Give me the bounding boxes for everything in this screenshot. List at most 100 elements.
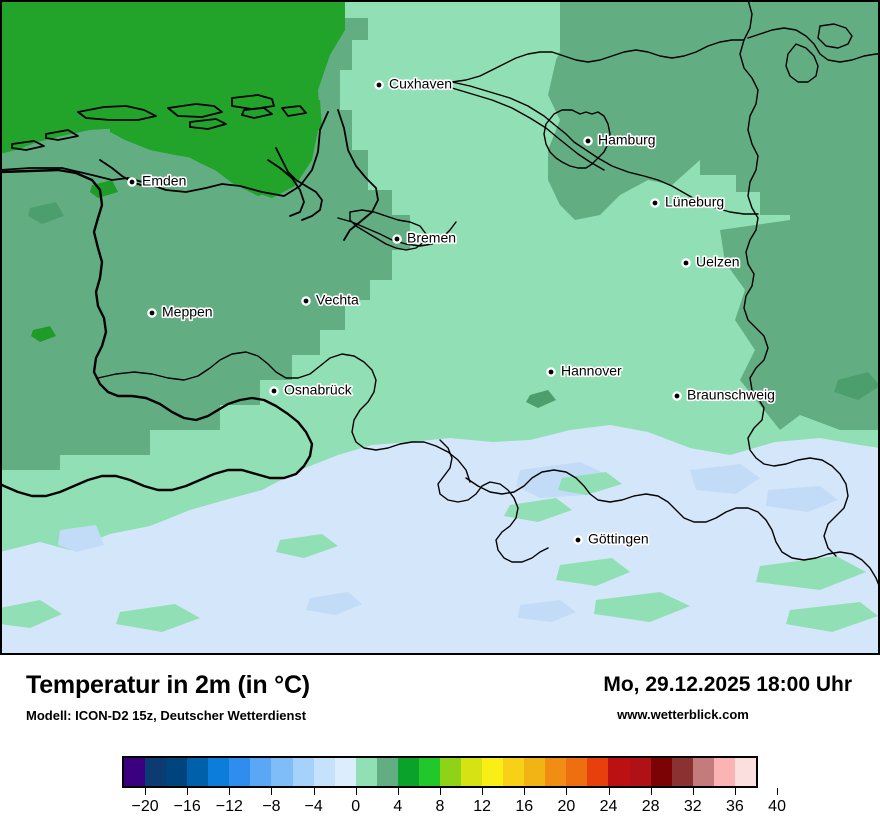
temp-field-green-island-g <box>146 458 212 482</box>
colorbar-swatch-2 <box>166 758 188 786</box>
city-marker-uelzen[interactable]: Uelzen <box>681 252 741 271</box>
datetime-block: Mo, 29.12.2025 18:00 Uhr www.wetterblick… <box>532 673 852 722</box>
temp-field-green-island-c <box>756 556 866 590</box>
city-marker-lueneburg[interactable]: Lüneburg <box>650 192 726 211</box>
city-marker-meppen[interactable]: Meppen <box>147 302 214 321</box>
colorbar-tick-12 <box>650 788 652 795</box>
colorbar-swatch-0 <box>124 758 146 786</box>
colorbar-swatch-24 <box>629 758 651 786</box>
city-label-osnabrueck: Osnabrück <box>284 382 353 398</box>
title-block: Temperatur in 2m (in °C) Modell: ICON-D2… <box>26 671 310 723</box>
border-schleswig-holstein <box>451 39 745 83</box>
border-hamburg-city <box>543 109 611 169</box>
temp-field-green-island-h <box>276 534 338 558</box>
city-label-lueneburg: Lüneburg <box>665 194 724 210</box>
colorbar-label-1: −16 <box>173 798 201 815</box>
temp-speckle-d <box>31 326 56 342</box>
coastline-island-7 <box>45 129 79 141</box>
temp-field-medium-green-hamburg <box>548 10 720 220</box>
colorbar-tick-1 <box>187 788 189 795</box>
colorbar-tick-3 <box>271 788 273 795</box>
colorbar-swatch-11 <box>355 758 377 786</box>
colorbar-tick-4 <box>313 788 315 795</box>
city-label-hannover: Hannover <box>561 363 622 379</box>
temp-field-pale-blue-patch-a <box>58 525 104 552</box>
colorbar-swatch-22 <box>587 758 609 786</box>
city-marker-osnabrueck[interactable]: Osnabrück <box>269 380 354 399</box>
colorbar-label-3: −8 <box>262 798 281 815</box>
city-markers-layer[interactable]: Cuxhaven Hamburg Emden Lüneburg <box>127 74 777 548</box>
map-canvas[interactable]: Cuxhaven Hamburg Emden Lüneburg <box>0 0 880 655</box>
website-credit: www.wetterblick.com <box>617 707 749 722</box>
city-marker-hamburg[interactable]: Hamburg <box>583 130 657 149</box>
colorbar-swatch-9 <box>313 758 335 786</box>
colorbar-label-4: −4 <box>304 798 323 815</box>
colorbar-label-15: 40 <box>768 798 786 815</box>
colorbar-tick-8 <box>482 788 484 795</box>
colorbar-swatch-8 <box>292 758 314 786</box>
colorbar-tick-5 <box>355 788 357 795</box>
temperature-map[interactable]: Cuxhaven Hamburg Emden Lüneburg <box>0 0 880 655</box>
river-weser <box>337 217 457 247</box>
colorbar-swatch-3 <box>187 758 209 786</box>
colorbar-swatch-4 <box>208 758 230 786</box>
temp-field-pale-blue-patch-c <box>690 464 760 494</box>
colorbar-label-14: 36 <box>726 798 744 815</box>
river-elbe-south-bank <box>451 87 605 171</box>
colorbar-tick-labels: −20 −16 −12 −8 −4 0 4 8 12 16 20 24 28 32 36 40 <box>122 798 785 820</box>
colorbar-swatches[interactable] <box>122 756 758 788</box>
colorbar-tick-10 <box>566 788 568 795</box>
city-marker-goettingen[interactable]: Göttingen <box>573 529 650 548</box>
temperature-colorbar[interactable]: −20 −16 −12 −8 −4 0 4 8 12 16 20 24 28 32 36 40 <box>122 756 786 820</box>
temp-field-green-island-f <box>558 472 622 495</box>
city-label-meppen: Meppen <box>162 304 213 320</box>
colorbar-tick-7 <box>440 788 441 795</box>
colorbar-swatch-18 <box>503 758 525 786</box>
river-elbe <box>451 81 759 215</box>
colorbar-label-13: 32 <box>683 798 702 815</box>
city-label-emden: Emden <box>142 173 186 189</box>
coastline-island-3 <box>231 94 275 110</box>
border-harz-region <box>437 439 549 563</box>
city-label-hamburg: Hamburg <box>598 132 656 148</box>
colorbar-tick-2 <box>229 788 231 795</box>
colorbar-swatch-15 <box>439 758 461 786</box>
colorbar-swatch-7 <box>271 758 293 786</box>
border-niedersachsen-hessen <box>465 469 880 589</box>
city-marker-emden[interactable]: Emden <box>127 171 188 190</box>
colorbar-label-2: −12 <box>215 798 243 815</box>
colorbar-swatch-12 <box>376 758 398 786</box>
coastline-island-5 <box>241 107 273 119</box>
colorbar-swatch-13 <box>397 758 419 786</box>
temp-field-green-island-b <box>594 592 690 622</box>
city-marker-braunschweig[interactable]: Braunschweig <box>672 385 777 404</box>
colorbar-tick-0 <box>145 788 147 795</box>
colorbar-label-0: −20 <box>131 798 159 815</box>
colorbar-label-11: 24 <box>599 798 618 815</box>
city-marker-cuxhaven[interactable]: Cuxhaven <box>374 74 454 93</box>
colorbar-tick-9 <box>524 788 526 795</box>
city-marker-vechta[interactable]: Vechta <box>301 290 361 309</box>
temp-field-green-island-e <box>504 498 572 522</box>
coastline-island-2 <box>167 103 223 118</box>
temp-field-pale-blue-patch-f <box>766 486 838 512</box>
colorbar-tick-13 <box>692 788 694 795</box>
temp-field-green-island-a <box>556 558 630 586</box>
temp-speckle-b <box>526 390 556 408</box>
colorbar-label-9: 16 <box>515 798 534 815</box>
coastline-island-6 <box>11 140 45 151</box>
forecast-timestamp: Mo, 29.12.2025 18:00 Uhr <box>603 673 852 696</box>
colorbar-swatch-20 <box>545 758 567 786</box>
colorbar-swatch-27 <box>692 758 714 786</box>
model-subtitle: Modell: ICON-D2 15z, Deutscher Wetterdie… <box>26 708 307 723</box>
colorbar-tick-6 <box>397 788 399 795</box>
temp-field-pale-blue-patch-d <box>518 600 576 622</box>
page-title: Temperatur in 2m (in °C) <box>26 671 310 699</box>
city-marker-hannover[interactable]: Hannover <box>546 361 624 380</box>
city-label-goettingen: Göttingen <box>588 531 649 547</box>
colorbar-tick-14 <box>734 788 736 795</box>
city-marker-bremen[interactable]: Bremen <box>392 228 458 247</box>
temp-field-pale-blue-patch-e <box>306 592 362 615</box>
city-label-uelzen: Uelzen <box>696 254 740 270</box>
